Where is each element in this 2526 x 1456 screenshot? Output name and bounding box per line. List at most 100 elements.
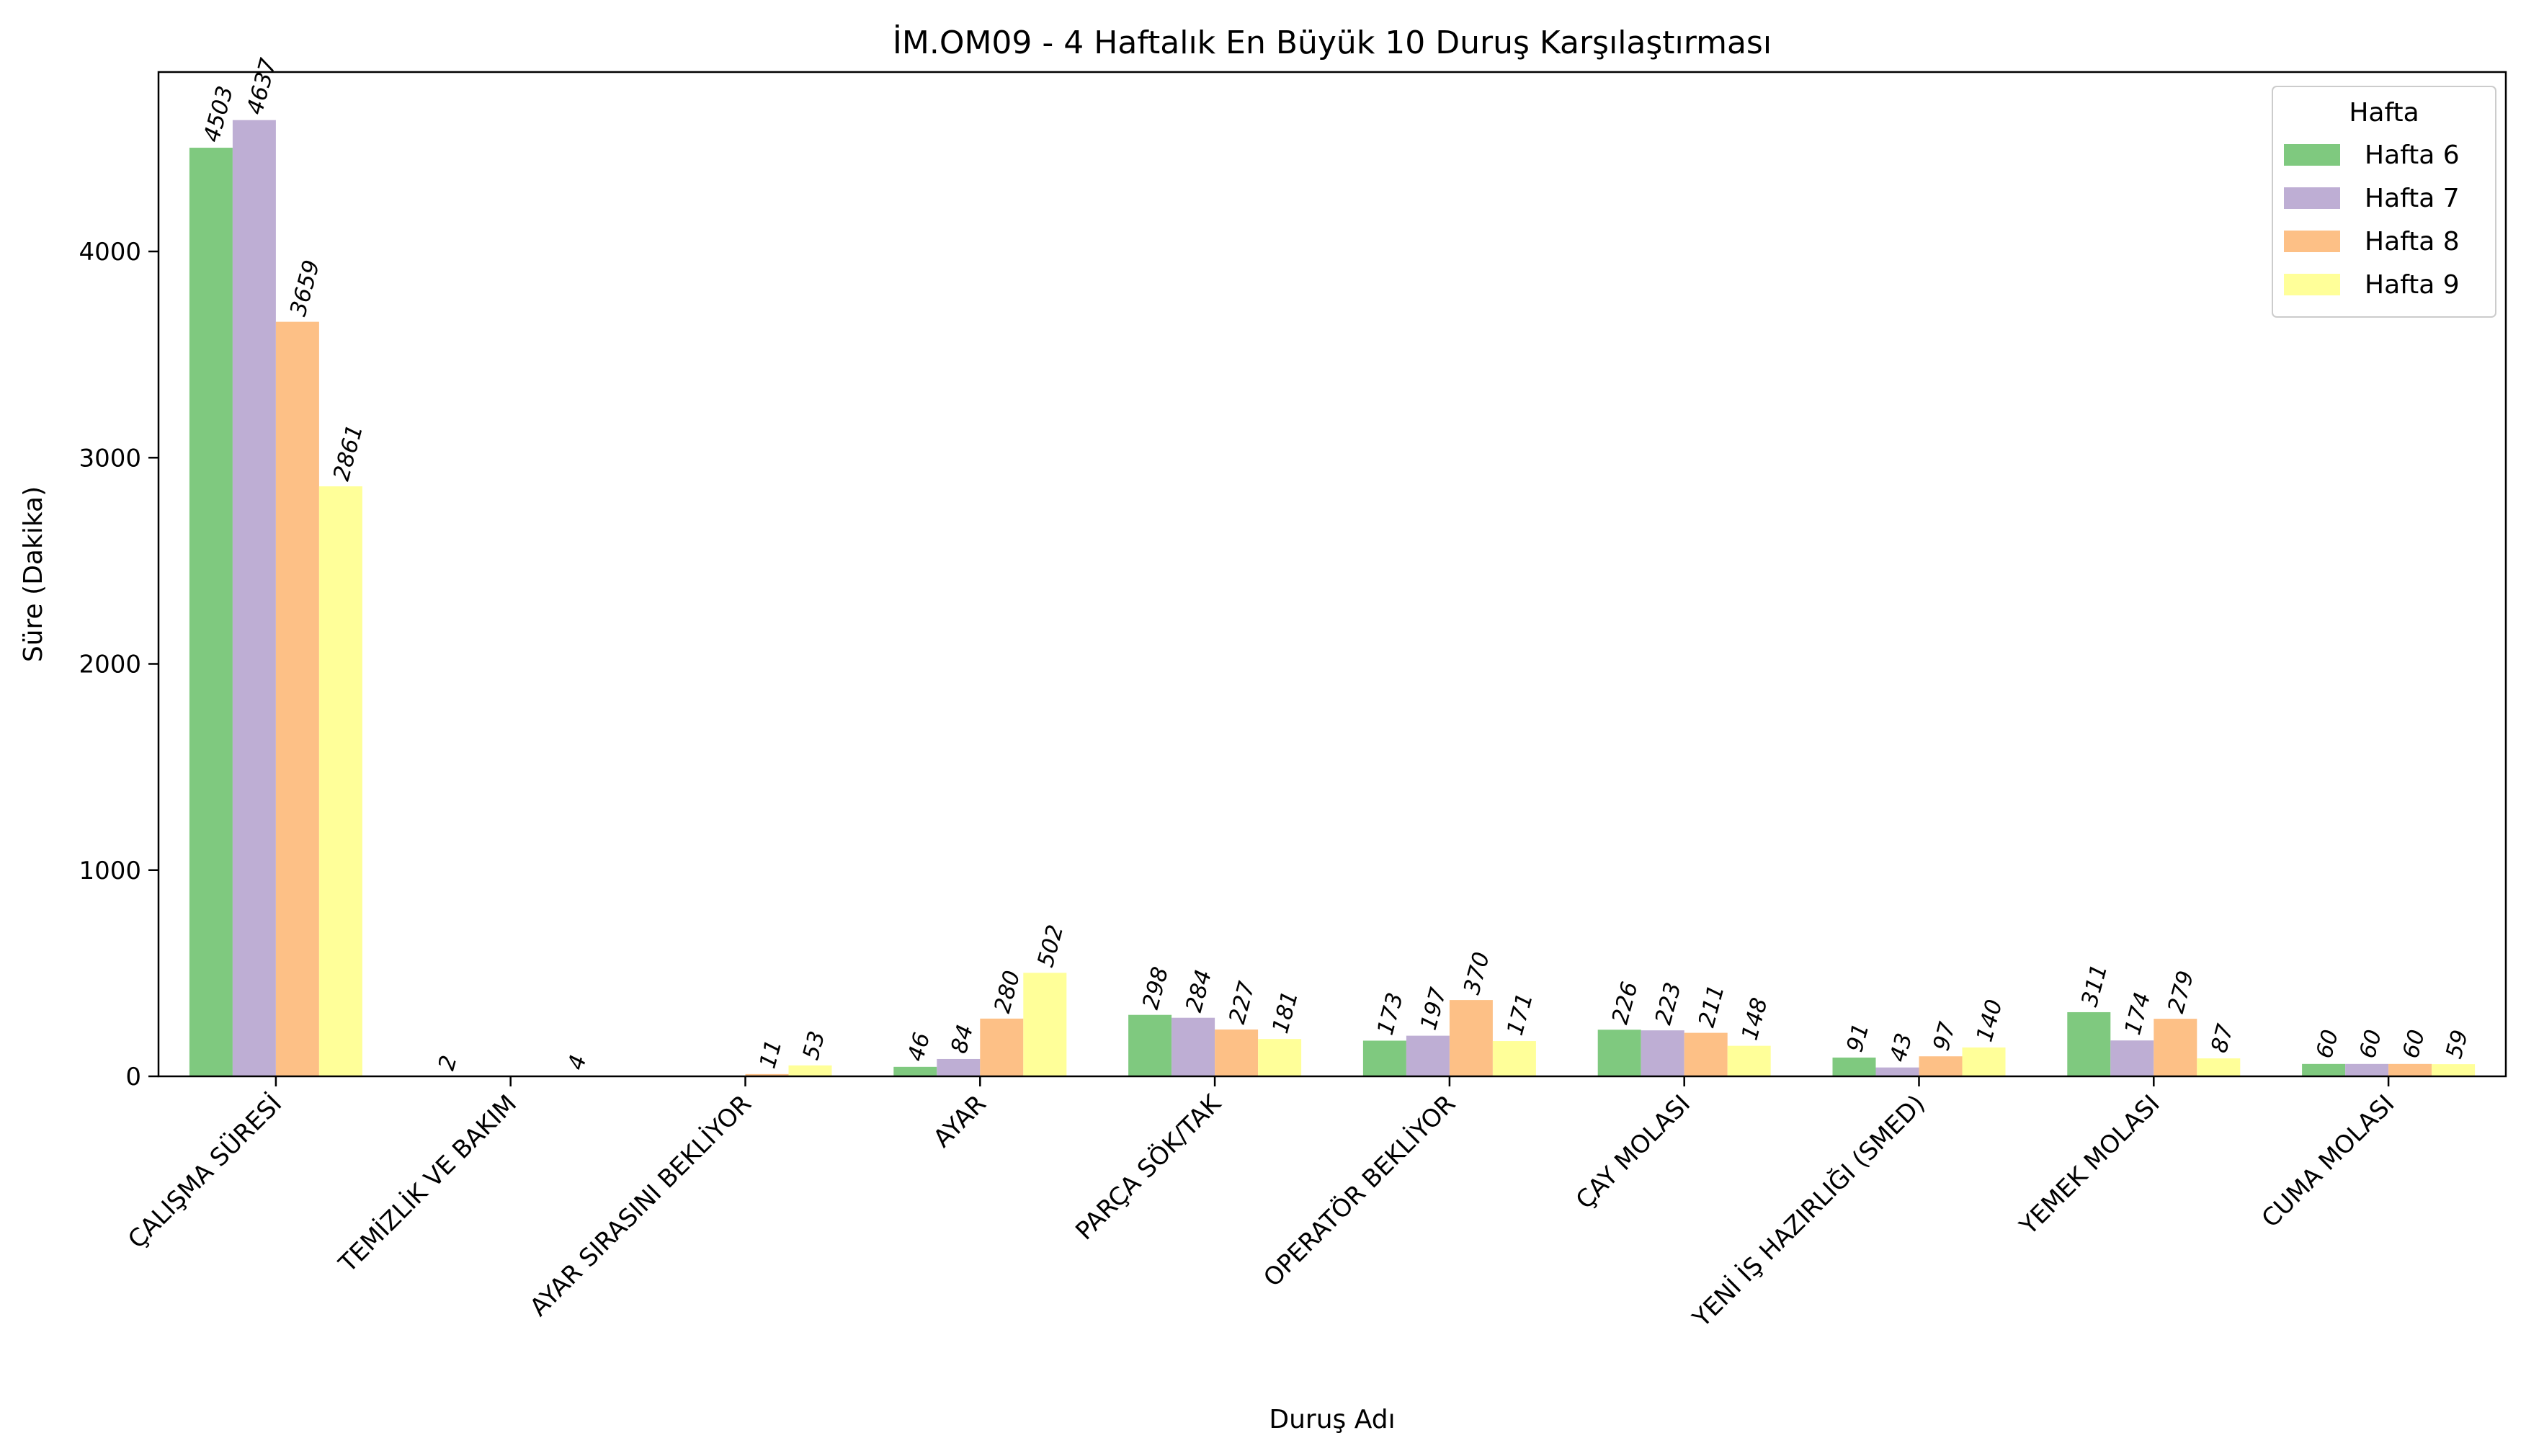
bar-series0-cat7: [1832, 1057, 1876, 1076]
value-label-series2-cat2: 11: [754, 1037, 787, 1071]
bar-series0-cat5: [1362, 1040, 1406, 1076]
bar-series0-cat6: [1597, 1030, 1641, 1076]
chart-title: İM.OM09 - 4 Haftalık En Büyük 10 Duruş K…: [893, 24, 1772, 61]
bar-series2-cat2: [745, 1073, 789, 1076]
bar-series0-cat9: [2302, 1063, 2346, 1076]
value-label-series0-cat9: 60: [2311, 1027, 2344, 1060]
x-tick-label: AYAR SIRASINI BEKLİYOR: [525, 1089, 757, 1322]
value-label-series3-cat9: 59: [2441, 1027, 2473, 1061]
value-label-series2-cat7: 97: [1928, 1019, 1960, 1054]
bar-series3-cat9: [2432, 1064, 2476, 1076]
legend-label-3: Hafta 9: [2365, 270, 2460, 300]
x-tick-label: TEMİZLİK VE BAKIM: [333, 1089, 522, 1279]
value-label-series3-cat0: 2861: [329, 422, 368, 484]
x-tick-label: AYAR: [928, 1089, 992, 1153]
value-label-series1-cat6: 223: [1651, 980, 1687, 1027]
y-tick-label: 2000: [79, 651, 141, 679]
y-tick-label: 1000: [79, 857, 141, 885]
value-label-series0-cat6: 226: [1607, 979, 1643, 1027]
bar-series1-cat9: [2345, 1063, 2389, 1076]
bar-series2-cat6: [1684, 1032, 1728, 1076]
x-tick-label: ÇAY MOLASI: [1571, 1089, 1696, 1215]
y-tick-label: 0: [125, 1063, 141, 1091]
legend-label-1: Hafta 7: [2365, 184, 2460, 213]
x-tick-label: ÇALIŞMA SÜRESİ: [122, 1089, 287, 1254]
value-label-series1-cat8: 174: [2120, 990, 2156, 1037]
legend-swatch-2: [2284, 231, 2340, 252]
bar-series0-cat0: [189, 148, 233, 1077]
legend-label-0: Hafta 6: [2365, 140, 2460, 170]
bar-series1-cat3: [937, 1058, 981, 1076]
y-tick-label: 4000: [79, 238, 141, 267]
value-label-series0-cat4: 298: [1138, 964, 1174, 1011]
x-axis: ÇALIŞMA SÜRESİ TEMİZLİK VE BAKIM AYAR SIRA…: [122, 1076, 2400, 1334]
bars-layer: [189, 120, 2476, 1077]
legend-swatch-1: [2284, 187, 2340, 209]
value-label-series3-cat2: 53: [798, 1028, 830, 1062]
value-label-series1-cat3: 84: [946, 1022, 978, 1056]
x-tick-label: CUMA MOLASI: [2257, 1089, 2401, 1233]
plot-frame: [157, 71, 2507, 1078]
value-label-series1-cat4: 284: [1181, 967, 1217, 1014]
bar-series3-cat3: [1023, 973, 1067, 1076]
value-label-series1-cat7: 43: [1885, 1030, 1917, 1064]
bar-series1-cat6: [1641, 1030, 1684, 1076]
bar-series0-cat8: [2067, 1011, 2111, 1076]
value-label-series2-cat6: 211: [1694, 982, 1730, 1030]
bar-series3-cat2: [788, 1065, 832, 1076]
value-label-series0-cat0: 4503: [199, 84, 238, 146]
value-label-series2-cat4: 227: [1224, 978, 1260, 1027]
value-label-series3-cat7: 140: [1971, 997, 2007, 1045]
value-label-series0-cat3: 46: [903, 1030, 935, 1063]
bar-series3-cat4: [1258, 1039, 1302, 1076]
legend-swatch-3: [2284, 274, 2340, 295]
bar-series3-cat8: [2197, 1058, 2241, 1076]
x-tick-label: PARÇA SÖK/TAK: [1070, 1088, 1228, 1246]
value-label-series3-cat5: 171: [1502, 991, 1538, 1038]
legend-title: Hafta: [2349, 98, 2419, 128]
x-tick-label: YENİ İŞ HAZIRLIĞI (SMED): [1686, 1089, 1930, 1333]
value-label-series2-cat5: 370: [1459, 950, 1495, 997]
value-label-series2-cat8: 279: [2163, 968, 2199, 1016]
x-tick-label: YEMEK MOLASI: [2014, 1089, 2166, 1241]
y-tick-label: 3000: [79, 444, 141, 473]
x-tick-label: OPERATÖR BEKLİYOR: [1257, 1089, 1461, 1292]
value-label-series3-cat1: 4: [563, 1053, 592, 1073]
bar-series2-cat7: [1919, 1056, 1963, 1076]
value-label-series2-cat3: 280: [989, 968, 1025, 1015]
bar-series3-cat0: [318, 486, 362, 1076]
bar-series3-cat5: [1492, 1041, 1536, 1076]
legend-items: Hafta 6 Hafta 7 Hafta 8 Hafta 9: [2284, 140, 2460, 300]
legend-label-2: Hafta 8: [2365, 227, 2460, 256]
value-label-series3-cat8: 87: [2206, 1021, 2239, 1055]
value-label-series2-cat0: 3659: [285, 257, 325, 319]
bar-series2-cat0: [275, 321, 319, 1077]
y-axis: 0 1000 2000 3000 4000: [79, 238, 159, 1091]
value-label-series1-cat9: 60: [2355, 1027, 2387, 1060]
bar-series0-cat3: [893, 1066, 937, 1076]
value-label-series2-cat9: 60: [2398, 1027, 2430, 1060]
value-label-series1-cat5: 197: [1416, 985, 1452, 1033]
value-label-series1-cat0: 4637: [242, 55, 282, 117]
y-axis-label: Süre (Dakika): [19, 486, 48, 662]
bar-series3-cat6: [1727, 1045, 1771, 1076]
bar-series1-cat0: [232, 120, 276, 1076]
value-label-series3-cat6: 148: [1737, 995, 1773, 1042]
value-label-series0-cat8: 311: [2076, 962, 2112, 1009]
legend-swatch-0: [2284, 144, 2340, 166]
value-label-series0-cat7: 91: [1842, 1021, 1874, 1055]
bar-series2-cat3: [980, 1018, 1024, 1076]
value-label-series0-cat1: 2: [434, 1053, 463, 1073]
bar-series1-cat5: [1406, 1035, 1450, 1076]
bar-series1-cat4: [1171, 1017, 1215, 1076]
bar-series0-cat4: [1128, 1014, 1172, 1076]
bar-series2-cat4: [1215, 1030, 1259, 1076]
bar-series1-cat8: [2110, 1040, 2154, 1076]
bar-series2-cat5: [1449, 1000, 1493, 1076]
value-label-series3-cat4: 181: [1267, 988, 1303, 1036]
bar-series1-cat7: [1875, 1067, 1919, 1076]
x-axis-label: Duruş Adı: [1269, 1405, 1395, 1434]
legend: Hafta Hafta 6 Hafta 7 Hafta 8 Hafta 9: [2272, 86, 2496, 318]
